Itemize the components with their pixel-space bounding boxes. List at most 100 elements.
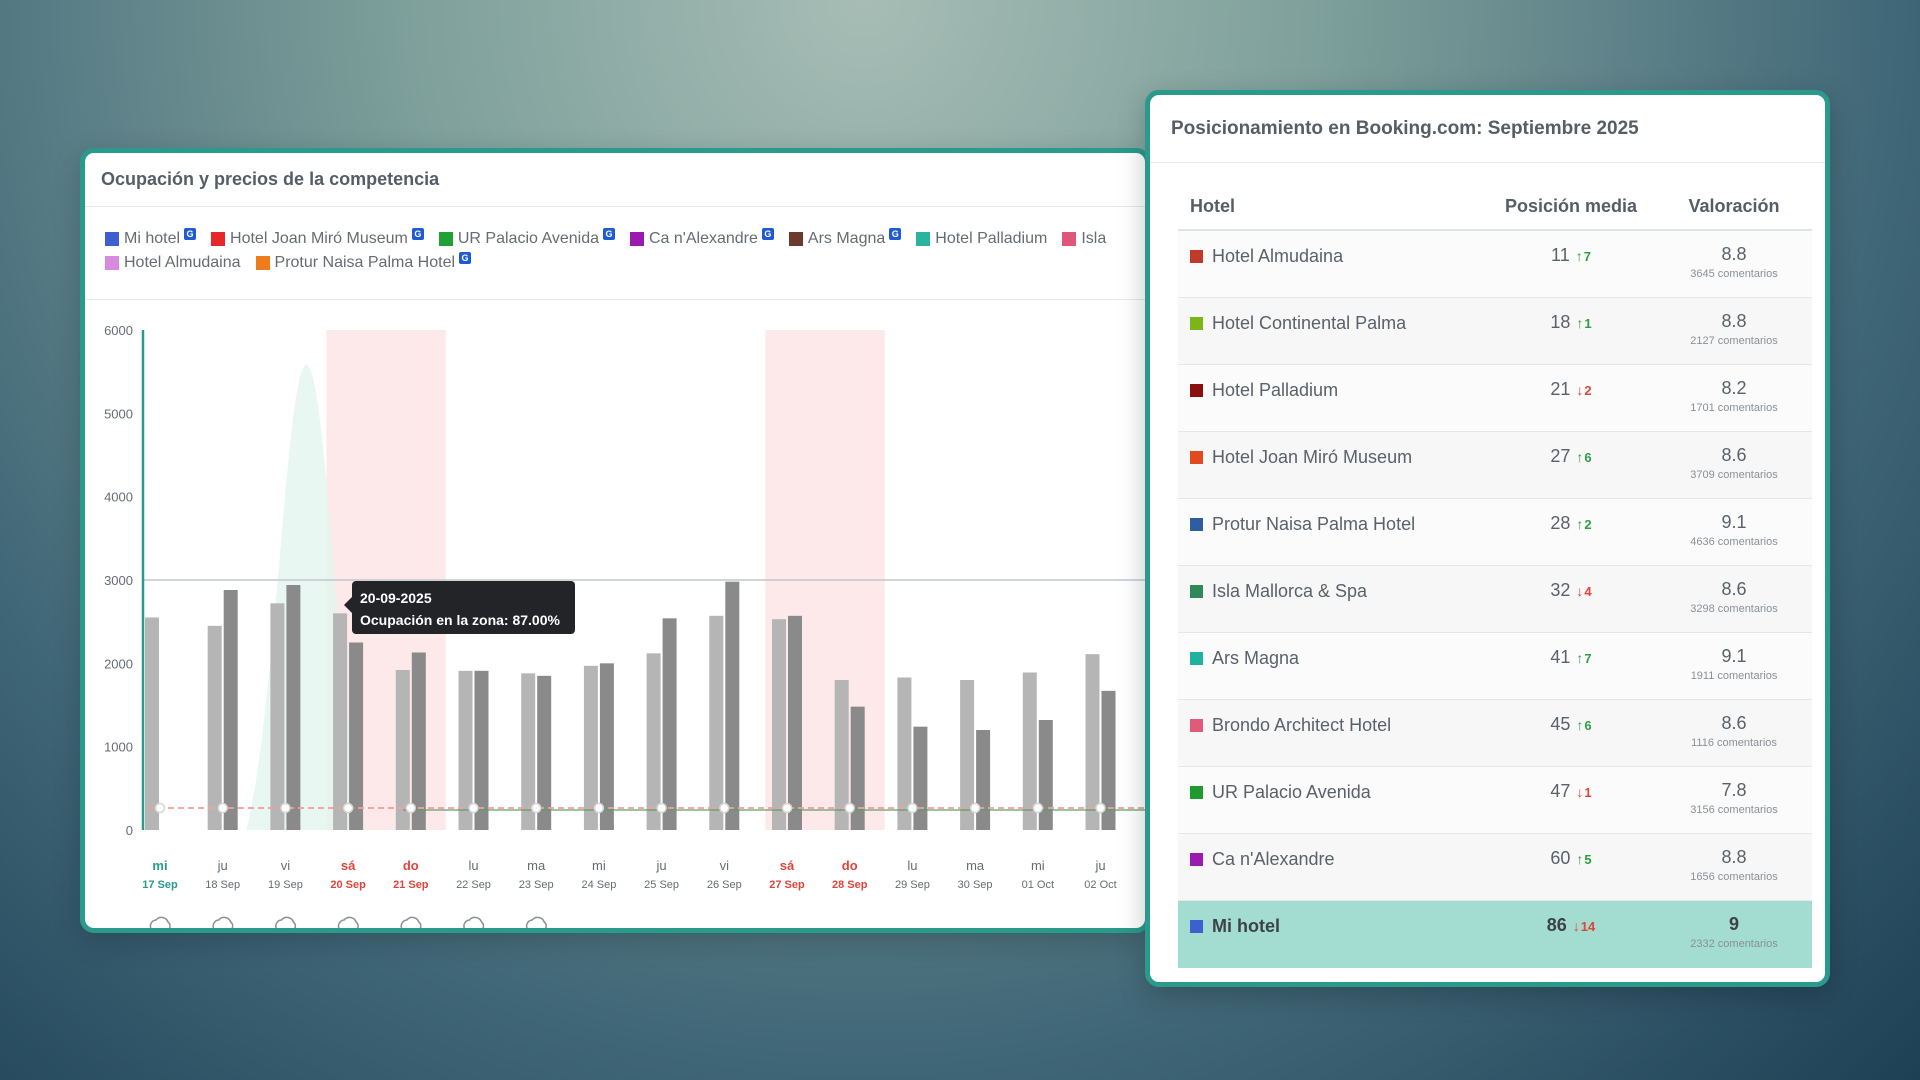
hotel-cell: Hotel Continental Palma <box>1178 298 1486 364</box>
hotel-name: UR Palacio Avenida <box>1212 782 1371 802</box>
bar-series-1 <box>834 680 849 830</box>
legend-item[interactable]: Ars Magna G <box>788 228 902 248</box>
legend-item[interactable]: Hotel Joan Miró Museum G <box>211 228 424 248</box>
table-row[interactable]: Hotel Continental Palma 18 ↑ 1 8.8 2127 comen… <box>1178 298 1812 365</box>
rating-cell: 8.6 3709 comentarios <box>1656 432 1812 498</box>
y-tick-label: 3000 <box>104 573 133 588</box>
legend-item[interactable]: Hotel Almudaina <box>105 254 241 272</box>
legend-swatch <box>211 232 226 246</box>
x-date-label: 23 Sep <box>519 879 554 891</box>
x-day-label: vi <box>720 858 730 873</box>
table-row[interactable]: Isla Mallorca & Spa 32 ↓ 4 8.6 3298 comentari… <box>1178 566 1812 633</box>
rating-cell: 8.8 1656 comentarios <box>1656 834 1812 900</box>
rating-value: 8.8 <box>1721 311 1747 331</box>
position-cell: 28 ↑ 2 <box>1486 499 1656 565</box>
weather-cloud-icon <box>275 916 297 928</box>
x-day-label: ju <box>1094 858 1105 873</box>
header-rating[interactable]: Valoración <box>1688 195 1780 216</box>
hotel-color-swatch <box>1190 384 1203 397</box>
legend-item[interactable]: Mi hotel G <box>105 228 197 248</box>
legend-row: Mi hotel G Hotel Joan Miró Museum G UR Palac… <box>105 227 1145 251</box>
bar-series-1 <box>1022 672 1037 830</box>
table-row[interactable]: Ca n'Alexandre 60 ↑ 5 8.8 1656 comentarios <box>1178 834 1812 901</box>
table-row-my-hotel[interactable]: Mi hotel 86 ↓ 14 9 2332 comentarios <box>1178 901 1812 968</box>
trend-value: 5 <box>1584 851 1592 867</box>
legend-item[interactable]: UR Palacio Avenida G <box>438 228 615 248</box>
bar-series-1 <box>897 677 912 830</box>
price-point <box>342 802 354 814</box>
google-badge-icon: G <box>761 228 774 240</box>
bar-series-2 <box>725 581 740 830</box>
bar-series-1 <box>395 670 410 830</box>
legend-label: Isla <box>1081 230 1107 247</box>
bar-series-1 <box>772 619 786 830</box>
arrow-up-icon: ↑ <box>1576 516 1584 532</box>
bar-series-1 <box>1085 654 1100 830</box>
header-hotel[interactable]: Hotel <box>1190 195 1235 216</box>
bar-series-1 <box>145 617 159 830</box>
bar-series-2 <box>788 615 802 830</box>
hotel-name: Ca n'Alexandre <box>1212 849 1335 869</box>
x-date-label: 30 Sep <box>958 879 993 891</box>
google-badge-icon: G <box>459 252 472 264</box>
x-date-label: 17 Sep <box>142 879 178 891</box>
hotel-cell: Protur Naisa Palma Hotel <box>1178 499 1486 565</box>
price-point <box>1032 802 1044 814</box>
legend-label: Hotel Palladium <box>935 230 1048 247</box>
position-value: 60 <box>1550 848 1571 868</box>
hotel-cell: UR Palacio Avenida <box>1178 767 1486 833</box>
rating-value: 9 <box>1728 914 1739 934</box>
position-cell: 18 ↑ 1 <box>1486 298 1656 364</box>
ranking-table-body: Hotel Almudaina 11 ↑ 7 8.8 3645 comentarios Ho… <box>1178 231 1812 968</box>
table-row[interactable]: UR Palacio Avenida 47 ↓ 1 7.8 3156 comentario… <box>1178 767 1812 834</box>
table-row[interactable]: Ars Magna 41 ↑ 7 9.1 1911 comentarios <box>1178 633 1812 700</box>
hotel-name: Brondo Architect Hotel <box>1212 715 1392 735</box>
bar-series-1 <box>207 625 222 830</box>
rating-value: 9.1 <box>1721 646 1747 666</box>
weather-cloud-icon <box>337 916 359 928</box>
legend-swatch <box>788 232 803 246</box>
hotel-color-swatch <box>1190 652 1203 665</box>
y-tick-label: 4000 <box>104 490 133 505</box>
header-position[interactable]: Posición media <box>1504 195 1638 216</box>
legend-item[interactable]: Ca n'Alexandre G <box>630 228 774 248</box>
occupancy-price-chart[interactable]: 6000 5000 4000 3000 2000 1000 0 mi 17 Sep ju 18 Se… <box>85 300 1150 933</box>
table-row[interactable]: Hotel Joan Miró Museum 27 ↑ 6 8.6 3709 coment… <box>1178 432 1812 499</box>
bar-series-1 <box>458 670 473 830</box>
rating-cell: 8.8 2127 comentarios <box>1656 298 1812 364</box>
hotel-cell: Hotel Almudaina <box>1178 231 1486 297</box>
reviews-count: 1911 comentarios <box>1690 670 1778 682</box>
x-day-label: vi <box>281 858 291 873</box>
position-value: 45 <box>1550 714 1571 734</box>
reviews-count: 3298 comentarios <box>1690 603 1778 615</box>
x-day-label: mi <box>1031 858 1045 873</box>
trend-value: 14 <box>1580 918 1596 934</box>
hotel-name: Mi hotel <box>1212 916 1280 936</box>
weather-cloud-icon <box>149 916 171 928</box>
reviews-count: 3709 comentarios <box>1690 469 1778 481</box>
trend-indicator: ↑ 6 <box>1576 717 1591 733</box>
position-value: 32 <box>1550 580 1571 600</box>
x-day-label: sá <box>341 858 356 873</box>
table-row[interactable]: Hotel Palladium 21 ↓ 2 8.2 1701 comentarios <box>1178 365 1812 432</box>
legend-item[interactable]: Hotel Palladium <box>916 230 1047 248</box>
weather-cloud-icon <box>400 916 422 928</box>
hotel-cell: Ca n'Alexandre <box>1178 834 1486 900</box>
rating-cell: 8.2 1701 comentarios <box>1656 365 1812 431</box>
legend-label: UR Palacio Avenida <box>457 230 599 247</box>
trend-value: 2 <box>1584 516 1592 532</box>
legend-item[interactable]: Isla <box>1062 230 1106 248</box>
y-tick-label: 0 <box>126 823 133 838</box>
table-row[interactable]: Protur Naisa Palma Hotel 28 ↑ 2 9.1 4636 come… <box>1178 499 1812 566</box>
legend-item[interactable]: Protur Naisa Palma Hotel G <box>255 252 472 272</box>
position-cell: 11 ↑ 7 <box>1486 231 1656 297</box>
trend-value: 1 <box>1584 784 1592 800</box>
table-row[interactable]: Hotel Almudaina 11 ↑ 7 8.8 3645 comentarios <box>1178 231 1812 298</box>
bar-series-2 <box>537 675 552 830</box>
rating-value: 8.8 <box>1721 244 1747 264</box>
trend-indicator: ↑ 5 <box>1576 851 1591 867</box>
reviews-count: 1656 comentarios <box>1690 871 1778 883</box>
x-date-label: 26 Sep <box>707 879 742 891</box>
table-row[interactable]: Brondo Architect Hotel 45 ↑ 6 8.6 1116 coment… <box>1178 700 1812 767</box>
x-date-label: 21 Sep <box>393 879 429 891</box>
